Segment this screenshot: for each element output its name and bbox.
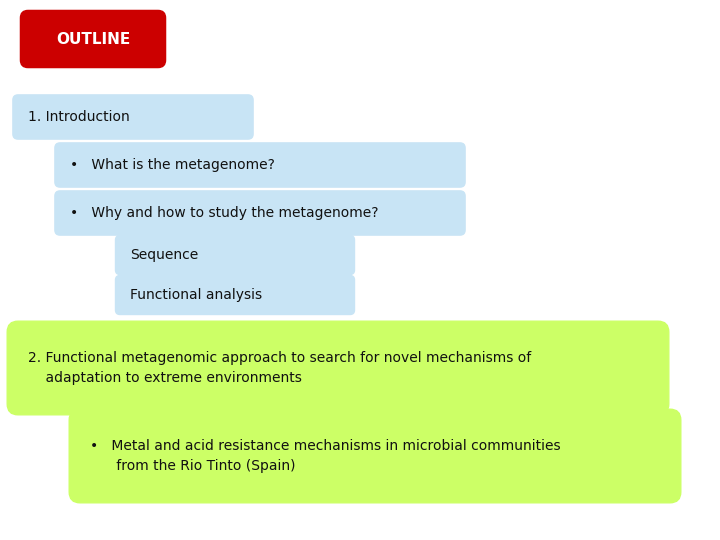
FancyBboxPatch shape [115, 235, 354, 274]
FancyBboxPatch shape [115, 275, 354, 314]
Text: 2. Functional metagenomic approach to search for novel mechanisms of
    adaptat: 2. Functional metagenomic approach to se… [28, 351, 531, 384]
FancyBboxPatch shape [69, 409, 681, 503]
FancyBboxPatch shape [7, 321, 669, 415]
FancyBboxPatch shape [55, 191, 465, 235]
Text: Functional analysis: Functional analysis [130, 288, 262, 302]
FancyBboxPatch shape [13, 95, 253, 139]
FancyBboxPatch shape [20, 10, 166, 68]
Text: OUTLINE: OUTLINE [56, 31, 130, 46]
Text: •   Why and how to study the metagenome?: • Why and how to study the metagenome? [70, 206, 379, 220]
FancyBboxPatch shape [55, 143, 465, 187]
Text: 1. Introduction: 1. Introduction [28, 110, 130, 124]
Text: •   Metal and acid resistance mechanisms in microbial communities
      from the: • Metal and acid resistance mechanisms i… [90, 439, 561, 472]
Text: •   What is the metagenome?: • What is the metagenome? [70, 158, 275, 172]
Text: Sequence: Sequence [130, 248, 198, 262]
